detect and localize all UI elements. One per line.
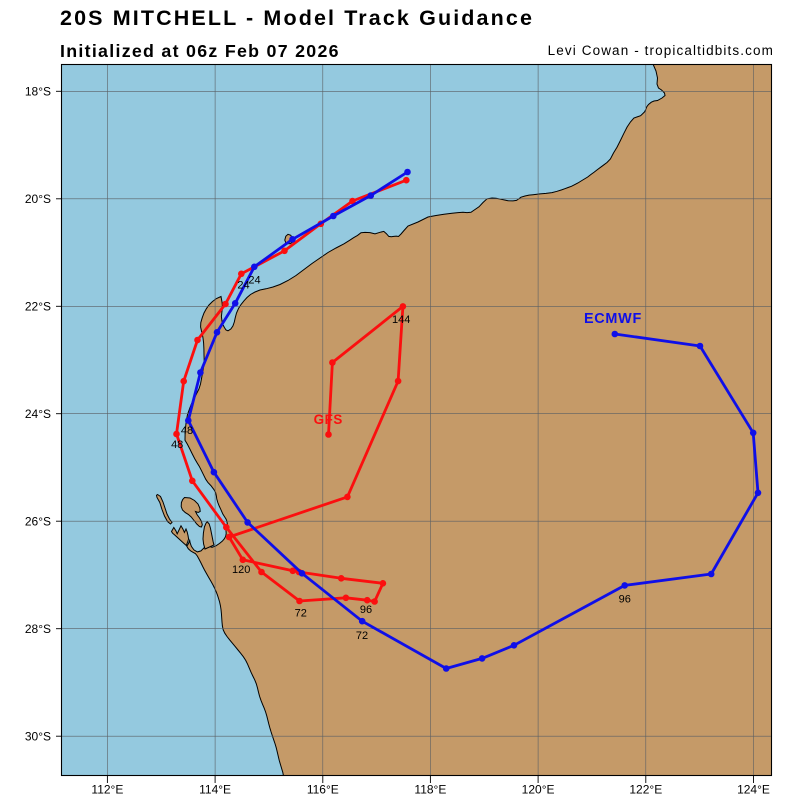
svg-text:112°E: 112°E xyxy=(91,783,123,797)
svg-text:18°S: 18°S xyxy=(25,85,51,99)
svg-text:22°S: 22°S xyxy=(25,300,51,314)
svg-text:124°E: 124°E xyxy=(737,783,770,797)
svg-text:26°S: 26°S xyxy=(25,515,51,529)
svg-text:24: 24 xyxy=(237,279,249,291)
svg-text:120: 120 xyxy=(232,564,250,576)
svg-text:72: 72 xyxy=(356,630,368,642)
svg-text:96: 96 xyxy=(360,604,372,616)
svg-text:GFS: GFS xyxy=(314,412,343,427)
svg-text:122°E: 122°E xyxy=(629,783,662,797)
svg-text:96: 96 xyxy=(619,594,631,606)
svg-text:114°E: 114°E xyxy=(199,783,231,797)
svg-text:144: 144 xyxy=(392,314,410,326)
svg-text:ECMWF: ECMWF xyxy=(584,311,642,327)
svg-text:116°E: 116°E xyxy=(307,783,339,797)
svg-text:48: 48 xyxy=(171,439,183,451)
svg-text:48: 48 xyxy=(181,425,193,437)
svg-text:118°E: 118°E xyxy=(414,783,446,797)
svg-text:72: 72 xyxy=(295,608,307,620)
svg-text:120°E: 120°E xyxy=(522,783,555,797)
svg-text:30°S: 30°S xyxy=(25,730,51,744)
svg-text:24: 24 xyxy=(248,274,260,286)
svg-text:28°S: 28°S xyxy=(25,622,51,636)
svg-text:24°S: 24°S xyxy=(25,407,51,421)
svg-text:20°S: 20°S xyxy=(25,192,51,206)
